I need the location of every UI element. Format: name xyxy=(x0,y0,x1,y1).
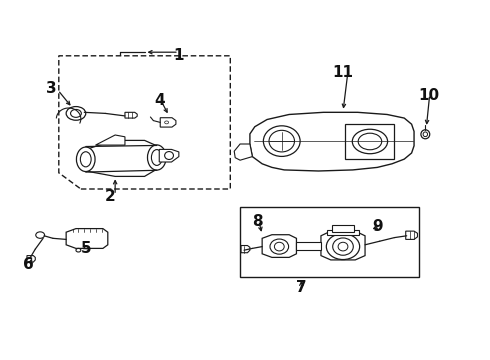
Ellipse shape xyxy=(80,152,91,167)
Ellipse shape xyxy=(269,130,294,152)
Ellipse shape xyxy=(264,126,300,157)
Polygon shape xyxy=(321,231,365,260)
Ellipse shape xyxy=(36,232,45,238)
Ellipse shape xyxy=(165,121,169,124)
Ellipse shape xyxy=(326,234,360,260)
Text: 4: 4 xyxy=(154,93,165,108)
Polygon shape xyxy=(86,140,157,176)
Polygon shape xyxy=(327,230,359,235)
Text: 8: 8 xyxy=(252,214,263,229)
Text: 10: 10 xyxy=(418,88,440,103)
Ellipse shape xyxy=(352,129,388,154)
Polygon shape xyxy=(27,256,35,262)
Ellipse shape xyxy=(151,150,162,166)
Polygon shape xyxy=(296,242,321,250)
Polygon shape xyxy=(66,229,108,248)
Polygon shape xyxy=(241,246,250,253)
Polygon shape xyxy=(234,144,252,160)
Text: 9: 9 xyxy=(372,219,383,234)
Text: 5: 5 xyxy=(80,241,91,256)
Bar xyxy=(240,207,419,277)
Ellipse shape xyxy=(338,242,348,251)
Polygon shape xyxy=(125,112,137,118)
Polygon shape xyxy=(250,112,414,171)
Polygon shape xyxy=(159,149,179,162)
Bar xyxy=(332,225,354,232)
Ellipse shape xyxy=(76,147,95,172)
Ellipse shape xyxy=(358,133,382,150)
Ellipse shape xyxy=(165,152,173,159)
Text: 11: 11 xyxy=(333,64,353,80)
Text: 6: 6 xyxy=(23,257,34,272)
Ellipse shape xyxy=(423,132,427,137)
Ellipse shape xyxy=(66,107,86,120)
Polygon shape xyxy=(96,135,125,145)
Ellipse shape xyxy=(333,238,353,255)
Text: 7: 7 xyxy=(296,280,307,296)
Ellipse shape xyxy=(71,109,81,117)
Ellipse shape xyxy=(270,239,289,254)
Polygon shape xyxy=(160,118,176,127)
Polygon shape xyxy=(406,231,417,239)
Ellipse shape xyxy=(274,242,284,251)
Bar xyxy=(345,124,394,159)
Polygon shape xyxy=(262,235,296,257)
Text: 1: 1 xyxy=(173,48,184,63)
Ellipse shape xyxy=(421,130,430,139)
Text: 3: 3 xyxy=(46,81,57,96)
Ellipse shape xyxy=(76,248,81,252)
Ellipse shape xyxy=(147,145,166,170)
Text: 2: 2 xyxy=(105,189,116,204)
